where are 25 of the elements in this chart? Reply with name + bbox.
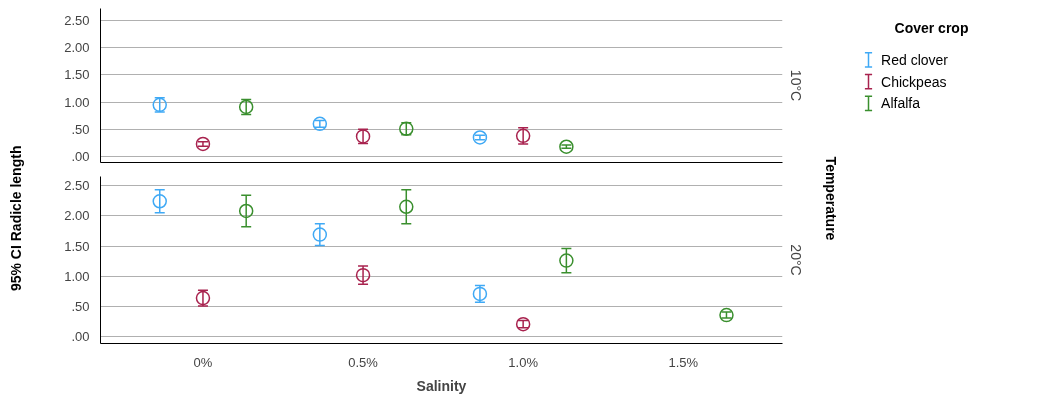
y-tick-label: 1.50 bbox=[64, 67, 90, 83]
y-tick-label: 1.00 bbox=[64, 268, 90, 284]
x-tick-label: 1.5% bbox=[668, 354, 699, 370]
y-tick-label: .00 bbox=[71, 329, 90, 345]
legend-label: Alfalfa bbox=[881, 95, 921, 112]
y-tick-label: 2.50 bbox=[64, 178, 90, 194]
y2-axis-title: Temperature bbox=[822, 156, 839, 241]
y-tick-label: 2.00 bbox=[64, 40, 90, 56]
x-tick-label: 1.0% bbox=[508, 354, 539, 370]
y-tick-label: 1.50 bbox=[64, 238, 90, 254]
legend-title: Cover crop bbox=[894, 20, 969, 37]
y-tick-label: .50 bbox=[71, 299, 90, 315]
text: 20°C bbox=[787, 244, 804, 276]
text: 10°C bbox=[787, 69, 804, 102]
y-tick-label: 2.50 bbox=[64, 12, 90, 28]
legend-label: Red clover bbox=[881, 51, 949, 68]
y-tick-label: .00 bbox=[71, 149, 90, 165]
y-tick-label: 1.00 bbox=[64, 94, 90, 110]
y-axis-title: 95% CI Radicle length bbox=[7, 145, 24, 292]
legend-label: Chickpeas bbox=[881, 73, 947, 90]
x-tick-label: 0% bbox=[193, 354, 213, 370]
x-tick-label: 0.5% bbox=[348, 354, 379, 370]
y-tick-label: 2.00 bbox=[64, 208, 90, 224]
y-tick-label: .50 bbox=[71, 121, 90, 137]
x-axis-title: Salinity bbox=[416, 377, 467, 394]
